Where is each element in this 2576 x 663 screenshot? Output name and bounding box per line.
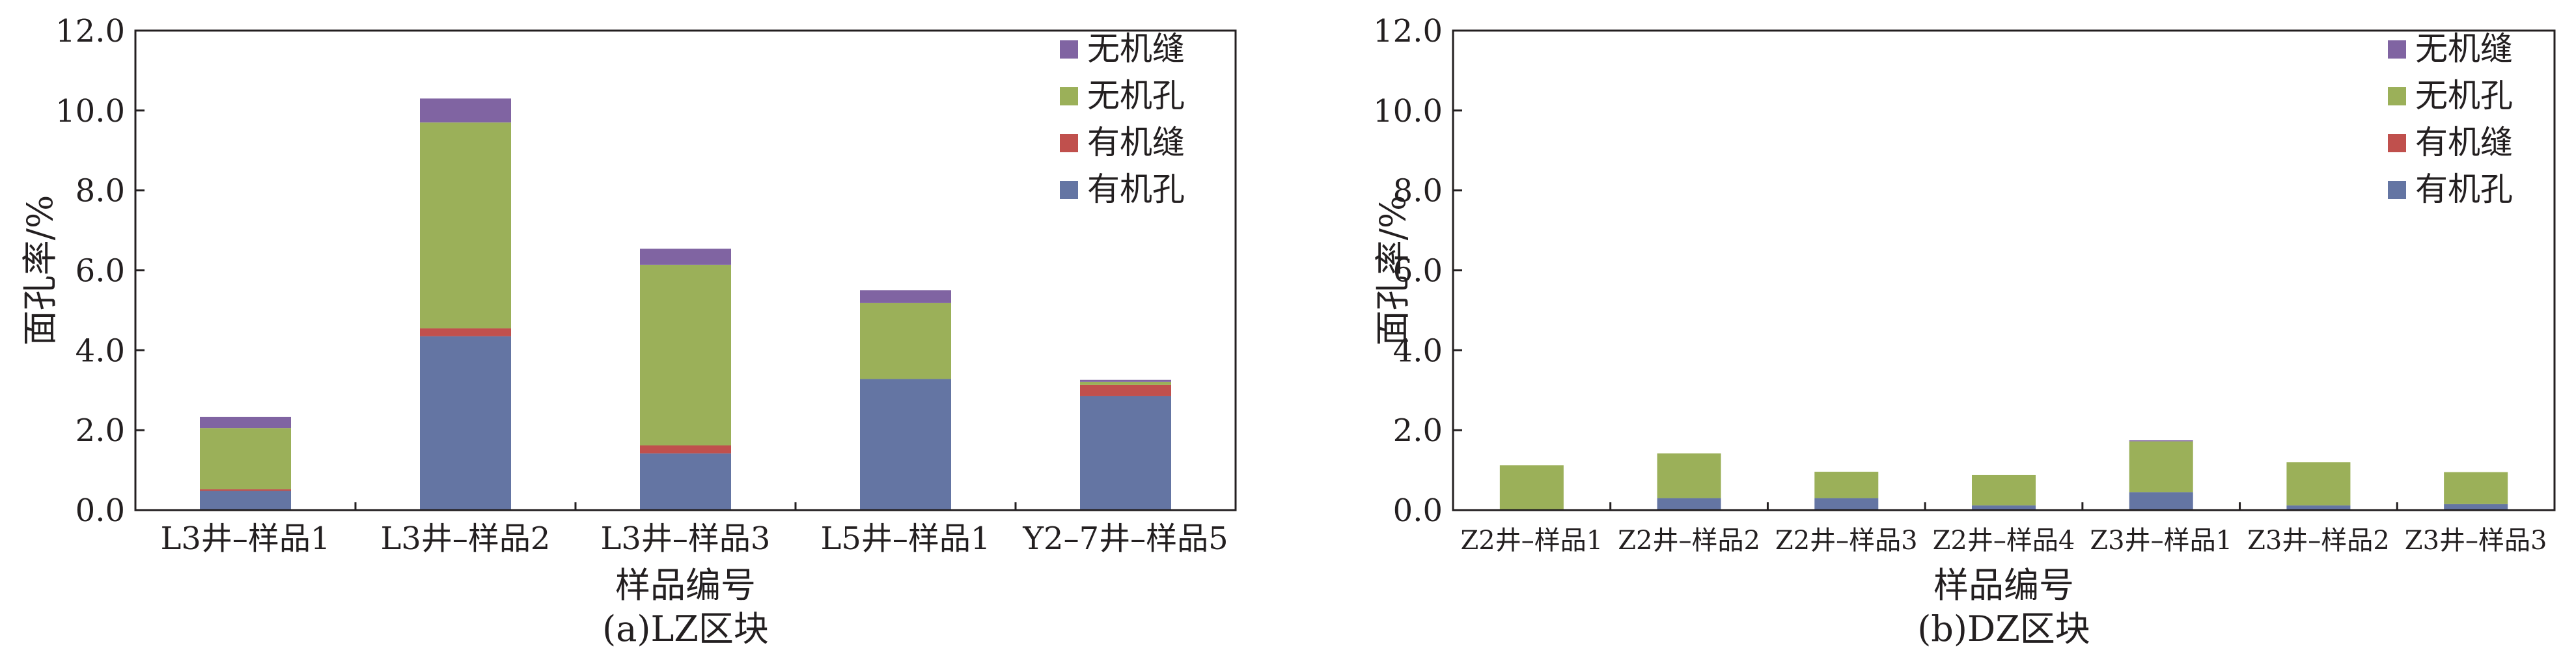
panel-b-legend-label-4: 有机孔 xyxy=(2415,170,2513,208)
panel-a-x-tick-label-2: L3井–样品2 xyxy=(381,521,551,557)
panel-a-bar-1-series-3 xyxy=(200,428,291,490)
panel-b-bar-5-series-3 xyxy=(2129,441,2193,493)
panel-a-bar-3-series-2 xyxy=(640,445,731,453)
panel-b-legend-swatch-4 xyxy=(2388,181,2406,199)
panel-b-y-tick-label-4: 8.0 xyxy=(1393,173,1443,210)
panel-b-x-tick-label-1: Z2井–样品1 xyxy=(1461,526,1603,556)
panel-a-caption: (a)LZ区块 xyxy=(602,608,769,649)
panel-a-x-tick-label-5: Y2–7井–样品5 xyxy=(1022,521,1228,557)
panel-b-bar-1-series-3 xyxy=(1499,465,1564,509)
panel-b-x-axis-label: 样品编号 xyxy=(1933,565,2074,606)
panel-b-y-tick-label-2: 4.0 xyxy=(1393,332,1443,369)
panel-a-y-tick-label-6: 12.0 xyxy=(55,13,125,49)
panel-a-bar-1-series-1 xyxy=(200,491,291,510)
panel-a-bar-1-series-4 xyxy=(200,416,291,429)
panel-b-bar-4-series-1 xyxy=(1972,505,2036,510)
panel-a-bar-2-series-1 xyxy=(420,336,511,510)
panel-b-bar-3-series-3 xyxy=(1814,472,1879,498)
panel-a-legend-swatch-1 xyxy=(1060,40,1078,59)
panel-a-x-tick-label-3: L3井–样品3 xyxy=(601,521,771,557)
panel-b-x-tick-label-4: Z2井–样品4 xyxy=(1933,526,2075,556)
panel-a-bar-4-series-4 xyxy=(860,290,951,303)
panel-b-x-tick-label-7: Z3井–样品3 xyxy=(2405,526,2547,556)
panel-b-bar-5-series-1 xyxy=(2129,492,2193,510)
panel-b-legend-label-2: 无机孔 xyxy=(2415,77,2513,115)
panel-b-legend-swatch-2 xyxy=(2388,87,2406,105)
panel-a-x-axis-label: 样品编号 xyxy=(615,565,756,606)
panel-b-y-tick-label-1: 2.0 xyxy=(1393,413,1443,449)
panel-a-legend-swatch-4 xyxy=(1060,181,1078,199)
panel-a-x-tick-label-4: L5井–样品1 xyxy=(821,521,991,557)
panel-a-bar-2-series-2 xyxy=(420,328,511,336)
panel-b-legend-swatch-3 xyxy=(2388,134,2406,152)
panel-b-bar-2-series-3 xyxy=(1657,453,1721,498)
panel-a-bar-5-series-2 xyxy=(1080,385,1171,396)
panel-b-x-tick-label-2: Z2井–样品2 xyxy=(1618,526,1760,556)
panel-a-bar-2-series-3 xyxy=(420,122,511,329)
panel-a-bar-1-series-2 xyxy=(200,489,291,491)
panel-b-bar-6-series-3 xyxy=(2286,462,2351,506)
panel-b-y-axis-label: 面孔率/% xyxy=(1372,195,1413,346)
panel-a-bar-3-series-4 xyxy=(640,249,731,265)
panel-b-y-tick-label-5: 10.0 xyxy=(1373,93,1443,129)
panel-a-bar-4-series-3 xyxy=(860,303,951,379)
panel-b-bar-4-series-3 xyxy=(1972,474,2036,506)
panel-b-y-tick-label-6: 12.0 xyxy=(1373,13,1443,49)
panel-a-bar-3-series-1 xyxy=(640,453,731,510)
panel-b-x-tick-label-6: Z3井–样品2 xyxy=(2247,526,2390,556)
panel-a-y-tick-label-1: 2.0 xyxy=(76,413,125,449)
panel-b-bar-5-series-4 xyxy=(2129,440,2193,442)
panel-a-bar-5-series-1 xyxy=(1080,396,1171,510)
panel-b-caption: (b)DZ区块 xyxy=(1917,608,2090,649)
panel-a-y-axis-label: 面孔率/% xyxy=(20,195,61,346)
panel-b-x-tick-label-5: Z3井–样品1 xyxy=(2090,526,2232,556)
panel-b-x-tick-label-3: Z2井–样品3 xyxy=(1775,526,1918,556)
panel-b-bar-6-series-1 xyxy=(2286,505,2351,510)
panel-a-bar-2-series-4 xyxy=(420,98,511,123)
panel-b-bar-2-series-1 xyxy=(1657,498,1721,510)
panel-a-legend-label-3: 有机缝 xyxy=(1087,124,1185,161)
panel-a-y-tick-label-5: 10.0 xyxy=(55,93,125,129)
panel-b-y-tick-label-0: 0.0 xyxy=(1393,493,1443,529)
panel-a-bar-5-series-3 xyxy=(1080,381,1171,385)
panel-a-legend-label-2: 无机孔 xyxy=(1087,77,1185,115)
panel-b-y-tick-label-3: 6.0 xyxy=(1393,253,1443,290)
panel-a-legend-swatch-3 xyxy=(1060,134,1078,152)
panel-b-bar-3-series-1 xyxy=(1814,498,1879,510)
panel-a-y-tick-label-0: 0.0 xyxy=(76,493,125,529)
panel-a-legend-swatch-2 xyxy=(1060,87,1078,105)
panel-a-x-tick-label-1: L3井–样品1 xyxy=(161,521,331,557)
panel-a-bar-4-series-1 xyxy=(860,379,951,510)
panel-b-legend-label-3: 有机缝 xyxy=(2415,124,2513,161)
panel-a-bar-5-series-4 xyxy=(1080,379,1171,382)
panel-a-bar-3-series-3 xyxy=(640,264,731,446)
panel-a-y-tick-label-4: 8.0 xyxy=(76,173,125,210)
panel-a-y-tick-label-3: 6.0 xyxy=(76,253,125,290)
panel-b-bar-7-series-3 xyxy=(2444,472,2508,504)
panel-b-bar-7-series-1 xyxy=(2444,504,2508,510)
panel-a-y-tick-label-2: 4.0 xyxy=(76,332,125,369)
panel-a-legend-label-1: 无机缝 xyxy=(1087,30,1185,68)
panel-a-legend-label-4: 有机孔 xyxy=(1087,170,1185,208)
panel-b-legend-label-1: 无机缝 xyxy=(2415,30,2513,68)
panel-b-legend-swatch-1 xyxy=(2388,40,2406,59)
